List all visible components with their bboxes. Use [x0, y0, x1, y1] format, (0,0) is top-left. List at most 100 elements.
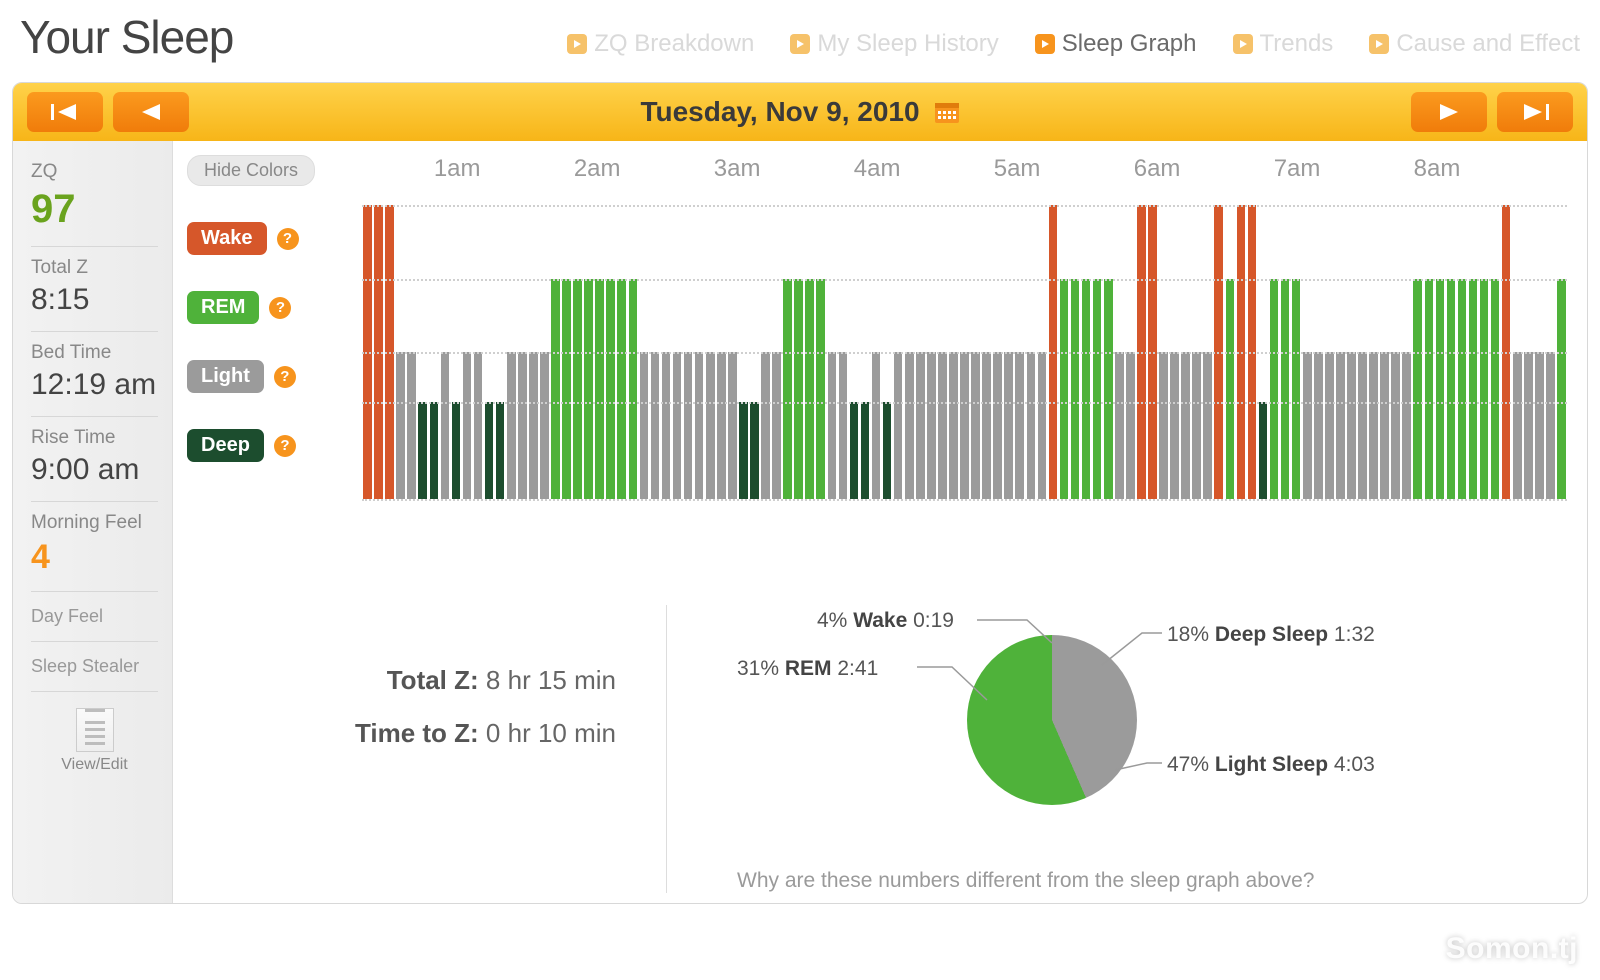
- bar-light: [1203, 352, 1212, 499]
- help-icon[interactable]: ?: [269, 297, 291, 319]
- x-tick: 6am: [1134, 155, 1181, 183]
- bar-light: [938, 352, 947, 499]
- bar-rem: [617, 279, 626, 500]
- viewedit-button[interactable]: View/Edit: [31, 692, 158, 774]
- bar-light: [706, 352, 715, 499]
- bar-deep: [485, 402, 494, 499]
- last-day-button[interactable]: [1497, 92, 1573, 132]
- x-tick: 3am: [714, 155, 761, 183]
- tab-trends[interactable]: Trends: [1233, 30, 1334, 58]
- legend-pill-rem: REM: [187, 291, 259, 324]
- page-title: Your Sleep: [20, 10, 233, 64]
- bar-rem: [1469, 279, 1478, 500]
- bedtime-value: 12:19 am: [31, 368, 158, 402]
- bar-light: [463, 352, 472, 499]
- bar-deep: [1259, 402, 1268, 499]
- bar-rem: [1093, 279, 1102, 500]
- bar-rem: [783, 279, 792, 500]
- bar-light: [396, 352, 405, 499]
- tab-my-sleep-history[interactable]: My Sleep History: [790, 30, 998, 58]
- next-day-button[interactable]: [1411, 92, 1487, 132]
- summary-pie-area: 4% Wake 0:1918% Deep Sleep 1:3247% Light…: [667, 605, 1557, 893]
- hide-colors-button[interactable]: Hide Colors: [187, 155, 315, 186]
- bar-light: [960, 352, 969, 499]
- bar-light: [839, 352, 848, 499]
- prev-day-button[interactable]: [113, 92, 189, 132]
- bar-deep: [850, 402, 859, 499]
- bar-deep: [418, 402, 427, 499]
- bar-light: [916, 352, 925, 499]
- bar-rem: [1270, 279, 1279, 500]
- gridline: [362, 352, 1567, 354]
- bar-light: [728, 352, 737, 499]
- bar-light: [507, 352, 516, 499]
- tab-sleep-graph[interactable]: Sleep Graph: [1035, 30, 1197, 58]
- callout-light: 47% Light Sleep 4:03: [1167, 753, 1375, 777]
- x-tick: 4am: [854, 155, 901, 183]
- play-icon: [1035, 34, 1055, 54]
- bar-light: [684, 352, 693, 499]
- bar-light: [1513, 352, 1522, 499]
- bar-light: [772, 352, 781, 499]
- dayfeel-link[interactable]: Day Feel: [31, 592, 158, 642]
- watermark: Somon.tj: [1446, 932, 1578, 966]
- bar-light: [518, 352, 527, 499]
- bar-light: [971, 352, 980, 499]
- play-icon: [1369, 34, 1389, 54]
- x-tick: 8am: [1414, 155, 1461, 183]
- help-icon[interactable]: ?: [274, 366, 296, 388]
- tab-cause-and-effect[interactable]: Cause and Effect: [1369, 30, 1580, 58]
- bar-rem: [805, 279, 814, 500]
- bar-light: [828, 352, 837, 499]
- legend-items: Wake?REM?Light?Deep?: [187, 222, 342, 462]
- bar-light: [1303, 352, 1312, 499]
- gridline: [362, 499, 1567, 501]
- bar-light: [441, 352, 450, 499]
- sleep-chart: Hide Colors Wake?REM?Light?Deep? 1am2am3…: [187, 155, 1577, 515]
- bar-rem: [1104, 279, 1113, 500]
- bar-light: [673, 352, 682, 499]
- pie-footnote[interactable]: Why are these numbers different from the…: [697, 869, 1557, 893]
- bar-light: [1004, 352, 1013, 499]
- bar-deep: [861, 402, 870, 499]
- summary-timetoz-value: 0 hr 10 min: [486, 718, 616, 748]
- sleepstealer-link[interactable]: Sleep Stealer: [31, 642, 158, 692]
- bar-light: [982, 352, 991, 499]
- bar-rem: [1436, 279, 1445, 500]
- calendar-icon[interactable]: [934, 100, 960, 124]
- bar-light: [1402, 352, 1411, 499]
- bar-rem: [1060, 279, 1069, 500]
- bar-light: [1358, 352, 1367, 499]
- bar-light: [407, 352, 416, 499]
- bar-rem: [573, 279, 582, 500]
- bar-light: [1369, 352, 1378, 499]
- bar-light: [905, 352, 914, 499]
- legend-column: Hide Colors Wake?REM?Light?Deep?: [187, 155, 342, 462]
- bar-light: [695, 352, 704, 499]
- gridline: [362, 205, 1567, 207]
- help-icon[interactable]: ?: [274, 435, 296, 457]
- play-icon: [567, 34, 587, 54]
- page-header: Your Sleep ZQ Breakdown My Sleep History S…: [12, 10, 1588, 82]
- legend-rem: REM?: [187, 291, 342, 324]
- first-day-button[interactable]: [27, 92, 103, 132]
- bar-light: [761, 352, 770, 499]
- summary-totalz-label: Total Z:: [387, 665, 479, 695]
- totalz-value: 8:15: [31, 283, 158, 317]
- viewedit-label: View/Edit: [31, 756, 158, 774]
- help-icon[interactable]: ?: [277, 228, 299, 250]
- bar-light: [993, 352, 1002, 499]
- bar-light: [640, 352, 649, 499]
- pie-wrap: 4% Wake 0:1918% Deep Sleep 1:3247% Light…: [697, 605, 1557, 865]
- zq-label: ZQ: [31, 161, 158, 183]
- play-icon: [790, 34, 810, 54]
- bar-light: [540, 352, 549, 499]
- bar-rem: [816, 279, 825, 500]
- bar-light: [662, 352, 671, 499]
- bar-light: [1159, 352, 1168, 499]
- bar-rem: [1425, 279, 1434, 500]
- x-tick: 7am: [1274, 155, 1321, 183]
- bar-rem: [794, 279, 803, 500]
- summary-totals: Total Z: 8 hr 15 min Time to Z: 0 hr 10 …: [207, 605, 667, 893]
- tab-zq-breakdown[interactable]: ZQ Breakdown: [567, 30, 754, 58]
